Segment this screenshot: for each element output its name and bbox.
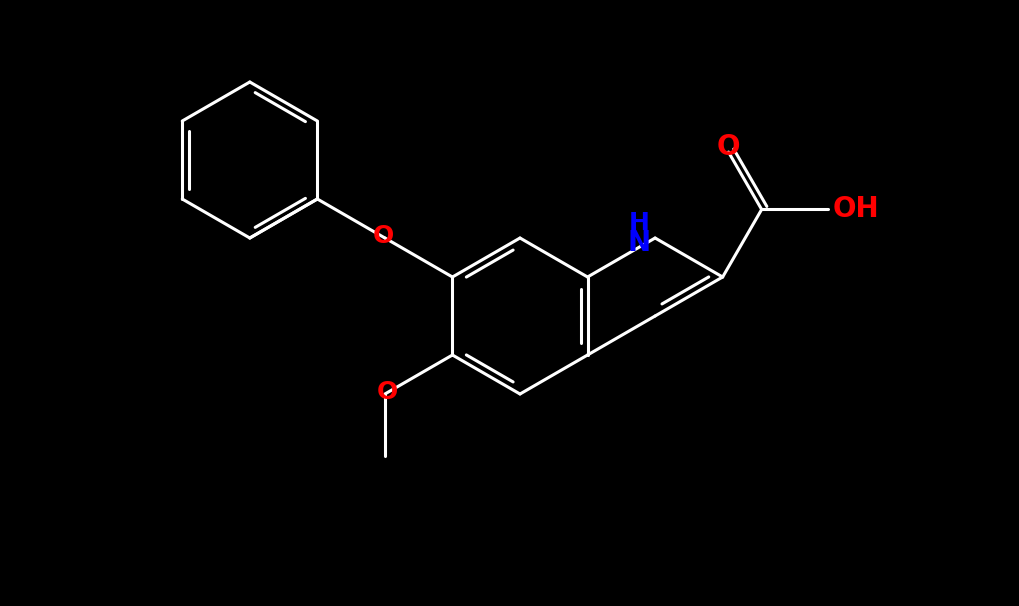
Text: O: O xyxy=(376,380,397,404)
Text: O: O xyxy=(372,224,393,248)
Text: N: N xyxy=(627,229,650,257)
Text: O: O xyxy=(716,133,740,161)
Text: H: H xyxy=(628,211,649,235)
Text: OH: OH xyxy=(832,196,878,224)
